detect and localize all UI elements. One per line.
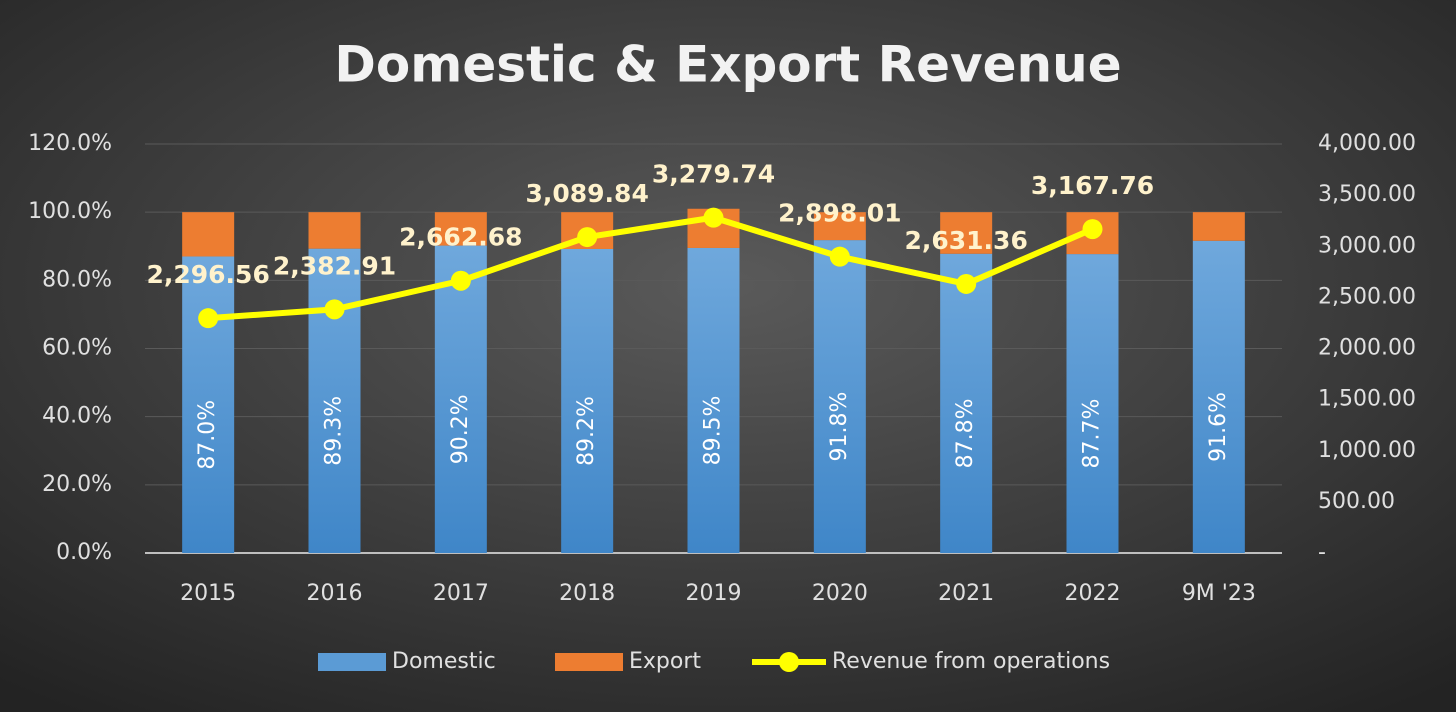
y-tick-label: 40.0% — [42, 404, 112, 429]
legend-label: Domestic — [392, 649, 496, 674]
bar-value-label: 89.5% — [701, 396, 726, 466]
bar — [687, 247, 740, 553]
y2-tick-label: - — [1318, 540, 1326, 565]
bar-value-label: 91.6% — [1206, 392, 1231, 462]
bar — [1192, 212, 1245, 241]
bar — [813, 240, 866, 554]
x-tick-label: 2022 — [1065, 581, 1121, 606]
y2-tick-label: 3,000.00 — [1318, 233, 1416, 258]
x-tick-label: 2020 — [812, 581, 868, 606]
y-tick-label: 0.0% — [56, 540, 112, 565]
bar-value-label: 90.2% — [448, 394, 473, 464]
x-tick-label: 2021 — [938, 581, 994, 606]
line-value-label: 3,089.84 — [525, 179, 648, 208]
line-marker — [703, 207, 724, 228]
x-tick-label: 2016 — [307, 581, 363, 606]
y-tick-label: 120.0% — [28, 131, 112, 156]
line-value-label: 2,631.36 — [904, 226, 1027, 255]
legend-label: Revenue from operations — [832, 649, 1110, 674]
y-tick-label: 60.0% — [42, 336, 112, 361]
line-marker — [829, 246, 850, 267]
line-marker — [1082, 219, 1103, 240]
bar-value-label: 87.7% — [1080, 399, 1105, 469]
legend-swatch — [555, 653, 623, 671]
y2-tick-label: 1,500.00 — [1318, 387, 1416, 412]
bar — [1066, 254, 1119, 553]
legend-swatch — [318, 653, 386, 671]
line-marker — [577, 227, 598, 248]
bar — [940, 212, 993, 254]
y2-tick-label: 500.00 — [1318, 489, 1395, 514]
y-tick-label: 80.0% — [42, 267, 112, 292]
y2-tick-label: 2,000.00 — [1318, 336, 1416, 361]
line-marker — [198, 308, 219, 329]
x-tick-label: 2018 — [559, 581, 615, 606]
x-tick-label: 9M '23 — [1182, 581, 1256, 606]
line-value-label: 3,167.76 — [1031, 171, 1154, 200]
y2-tick-label: 4,000.00 — [1318, 131, 1416, 156]
bar — [182, 212, 235, 257]
bar — [1192, 240, 1245, 553]
line — [207, 214, 1094, 322]
legend-swatch — [779, 652, 799, 672]
bar — [308, 212, 361, 249]
x-tick-label: 2015 — [180, 581, 236, 606]
y-tick-label: 100.0% — [28, 199, 112, 224]
bar-value-label: 89.2% — [574, 396, 599, 466]
bar-value-label: 87.8% — [953, 398, 978, 468]
x-tick-label: 2019 — [686, 581, 742, 606]
y2-tick-label: 3,500.00 — [1318, 182, 1416, 207]
bar — [182, 256, 235, 553]
line-marker — [324, 299, 345, 320]
y-tick-label: 20.0% — [42, 472, 112, 497]
bar — [940, 253, 993, 553]
bar — [813, 212, 866, 241]
line-value-label: 3,279.74 — [652, 160, 775, 189]
x-tick-label: 2017 — [433, 581, 489, 606]
y2-tick-label: 2,500.00 — [1318, 284, 1416, 309]
bar — [434, 212, 487, 246]
line-marker — [450, 270, 471, 291]
bar — [561, 248, 614, 553]
line-value-label: 2,898.01 — [778, 199, 901, 228]
bar-value-label: 91.8% — [827, 392, 852, 462]
bar-value-label: 89.3% — [322, 396, 347, 466]
line-marker — [956, 273, 977, 294]
line-value-label: 2,382.91 — [273, 251, 396, 280]
line-value-label: 2,296.56 — [146, 260, 269, 289]
line-value-label: 2,662.68 — [399, 223, 522, 252]
y2-tick-label: 1,000.00 — [1318, 438, 1416, 463]
bar-value-label: 87.0% — [195, 400, 220, 470]
bar — [434, 245, 487, 553]
chart-title: Domestic & Export Revenue — [334, 36, 1121, 94]
legend-label: Export — [629, 649, 701, 674]
